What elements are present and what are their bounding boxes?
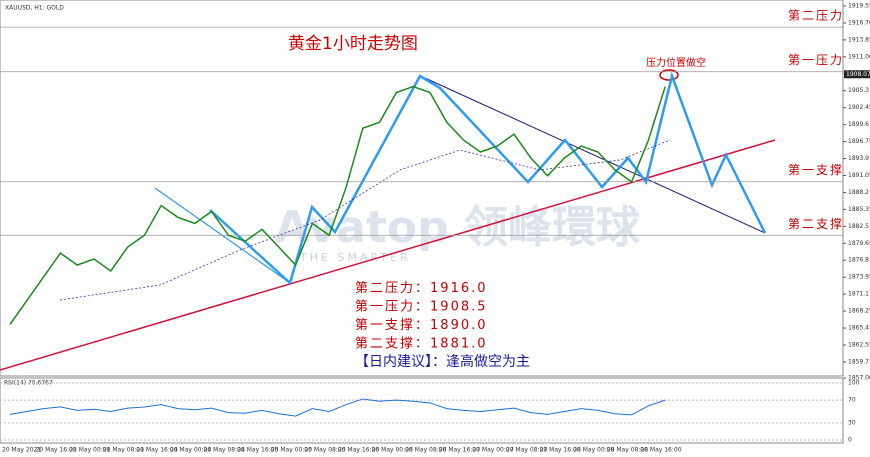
- level-text: 第一支撑：1890.0: [355, 318, 488, 333]
- moving-average: [59, 139, 671, 301]
- x-tick-label: 28 May 16:00: [640, 447, 681, 454]
- rsi-tick-label: 70: [848, 397, 856, 404]
- y-tick-label: 1873.95: [848, 274, 870, 281]
- level-text-part: ：: [415, 299, 430, 314]
- level-text-part: 第一压力: [355, 299, 415, 314]
- level-text: 第二压力：1916.0: [355, 281, 488, 296]
- x-tick-label: 27 May 16:00: [540, 447, 581, 454]
- y-tick-label: 1862.55: [848, 341, 870, 348]
- y-tick-label: 1857.00: [848, 375, 870, 382]
- level-name: 第二压力: [788, 9, 844, 23]
- rsi-panel: [0, 377, 844, 444]
- y-tick-label: 1865.4: [848, 325, 869, 332]
- x-tick-label: 27 May 08:00: [506, 447, 547, 454]
- advice: 【日内建议】：逢高做空为主: [355, 353, 530, 370]
- x-tick-label: 27 May 00:00: [472, 447, 513, 454]
- x-tick-label: 28 May 08:00: [607, 447, 648, 454]
- watermark: Avatop 领峰環球: [275, 202, 641, 253]
- x-tick-label: 26 May 16:00: [439, 447, 480, 454]
- y-tick-label: 1905.3: [848, 87, 869, 94]
- price-line: [9, 85, 666, 325]
- level-text-part: 1890.0: [430, 318, 488, 333]
- level-text-part: 1881.0: [430, 336, 488, 351]
- x-tick-label: 24 May 00:00: [170, 447, 211, 454]
- x-tick-label: 25 May 16:00: [338, 447, 379, 454]
- level-text-part: ：: [415, 281, 430, 296]
- wave-path: [209, 71, 767, 286]
- main-panel: [0, 0, 844, 377]
- y-tick-label: 1859.7: [848, 358, 869, 365]
- chart-title: 黄金1小时走势图: [288, 34, 418, 54]
- y-tick-label: 1868.25: [848, 308, 870, 315]
- y-tick-label: 1893.9: [848, 155, 869, 162]
- last-price-label: 1908.07: [846, 71, 870, 78]
- y-tick-label: 1882.5: [848, 223, 869, 230]
- y-tick-label: 1916.70: [848, 19, 870, 26]
- y-tick-label: 1911.00: [848, 53, 870, 60]
- y-tick-label: 1879.65: [848, 240, 870, 247]
- x-tick-label: 24 May 08:00: [204, 447, 245, 454]
- level-text: 第二支撑：1881.0: [355, 336, 488, 351]
- annotation: 压力位置做空: [646, 56, 706, 69]
- trend-line: [424, 77, 766, 234]
- level-text-part: 1916.0: [430, 281, 488, 296]
- y-tick-label: 1902.45: [848, 104, 870, 111]
- level-text-part: 第二压力: [355, 281, 415, 296]
- x-tick-label: 21 May 08:00: [103, 447, 144, 454]
- annotation-circle: [659, 69, 679, 81]
- y-tick-label: 1913.85: [848, 36, 870, 43]
- level-text-part: 第二支撑: [355, 336, 415, 351]
- level-text: 第一压力：1908.5: [355, 299, 488, 314]
- level-text-part: 第一支撑: [355, 318, 415, 333]
- x-tick-label: 21 May 16:00: [136, 447, 177, 454]
- rsi-tick-label: 100: [848, 380, 860, 387]
- level-text-part: 1908.5: [430, 299, 488, 314]
- x-tick-label: 25 May 00:00: [271, 447, 312, 454]
- x-tick-label: 20 May 2021: [2, 447, 41, 454]
- y-tick-label: 1899.6: [848, 121, 869, 128]
- level-name: 第一支撑: [788, 162, 844, 177]
- rsi-tick-label: 30: [848, 419, 856, 426]
- symbol-header: XAUUSD, H1: GOLD: [5, 5, 64, 12]
- level-name: 第一压力: [788, 53, 844, 67]
- y-tick-label: 1891.05: [848, 172, 870, 179]
- x-tick-label: 26 May 08:00: [405, 447, 446, 454]
- rsi-line: [9, 398, 666, 417]
- level-text-part: ：: [415, 318, 430, 333]
- x-tick-label: 25 May 08:00: [304, 447, 345, 454]
- y-tick-label: 1896.75: [848, 138, 870, 145]
- level-name: 第二支撑: [788, 216, 844, 231]
- y-tick-label: 1885.35: [848, 206, 870, 213]
- y-tick-label: 1919.55: [848, 3, 870, 10]
- x-tick-label: 28 May 00:00: [573, 447, 614, 454]
- last-price-box: [844, 70, 870, 79]
- watermark-sub: THE SMARTER: [299, 251, 411, 264]
- y-tick-label: 1888.2: [848, 189, 869, 196]
- y-tick-label: 1871.1: [848, 291, 869, 298]
- y-tick-label: 1876.8: [848, 257, 869, 264]
- x-tick-label: 24 May 16:00: [237, 447, 278, 454]
- x-tick-label: 26 May 00:00: [372, 447, 413, 454]
- rsi-tick-label: 0: [848, 437, 852, 444]
- x-tick-label: 20 May 16:00: [36, 447, 77, 454]
- x-tick-label: 21 May 00:00: [69, 447, 110, 454]
- level-text-part: ：: [415, 336, 430, 351]
